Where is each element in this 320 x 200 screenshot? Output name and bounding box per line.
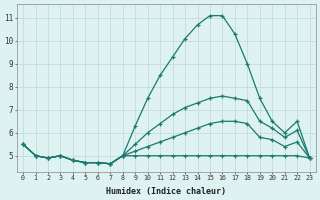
X-axis label: Humidex (Indice chaleur): Humidex (Indice chaleur) xyxy=(106,187,226,196)
